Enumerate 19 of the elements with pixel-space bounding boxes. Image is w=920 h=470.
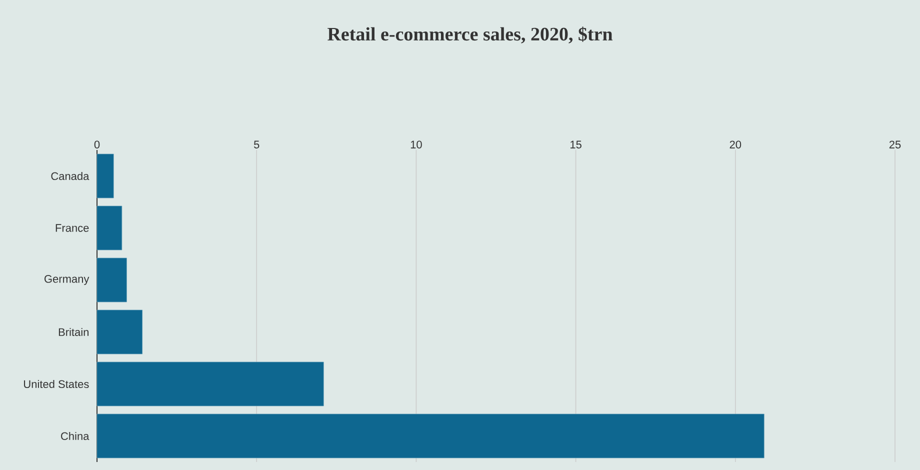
x-tick-label: 20 [730, 140, 742, 148]
bar [96, 206, 122, 250]
x-tick-label: 5 [254, 140, 260, 148]
y-tick-label: Canada [51, 172, 90, 180]
bar [96, 258, 127, 302]
x-tick-label: 25 [889, 140, 901, 148]
y-tick-label: France [56, 224, 89, 232]
x-tick-label: 10 [410, 140, 422, 148]
bar [96, 362, 324, 406]
bar [96, 310, 143, 354]
x-tick-label: 15 [570, 140, 582, 148]
x-tick-label: 0 [94, 140, 100, 148]
y-tick-label: Britain [58, 328, 88, 336]
bar [96, 154, 114, 198]
bar [96, 414, 764, 458]
chart-title: Retail e-commerce sales, 2020, $trn [328, 26, 613, 44]
y-tick-label: China [61, 432, 90, 440]
y-tick-label: United States [24, 380, 89, 388]
y-tick-label: Germany [44, 275, 90, 285]
